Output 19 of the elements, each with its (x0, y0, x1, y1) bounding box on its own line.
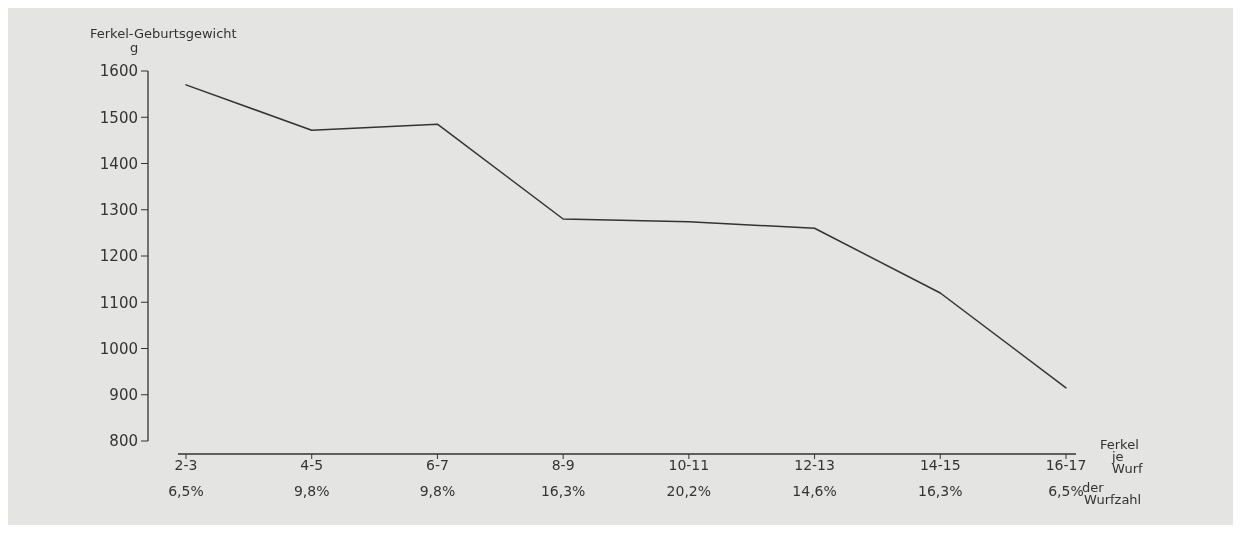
y-tick-label: 1400 (99, 154, 138, 173)
x-tick-label: 6-7 9,8% (419, 457, 456, 499)
y-tick-label: 1100 (99, 293, 138, 312)
x-tick-label: 2-3 6,5% (168, 457, 204, 499)
x-axis-title: Ferkel je Wurf (1100, 437, 1143, 476)
y-tick-label: 1600 (99, 62, 138, 81)
y-tick-label: 800 (109, 432, 138, 451)
y-tick-label: 1200 (99, 247, 138, 266)
y-axis-title: Ferkel-Geburtsgewicht g (90, 26, 237, 55)
x-tick-label: 8-9 16,3% (540, 457, 586, 499)
y-tick-label: 1300 (99, 201, 138, 219)
x-tick-label: 12-13 14,6% (792, 457, 837, 499)
x-tick-label: 14-15 16,3% (918, 457, 963, 499)
y-tick-label: 1500 (99, 108, 138, 127)
y-tick-label: 900 (109, 386, 138, 404)
y-tick-label: 1000 (99, 339, 138, 358)
line-series (185, 84, 1067, 389)
x-tick-label: 10-11 20,2% (666, 457, 712, 499)
x-tick-label: 4-5 9,8% (293, 457, 330, 499)
